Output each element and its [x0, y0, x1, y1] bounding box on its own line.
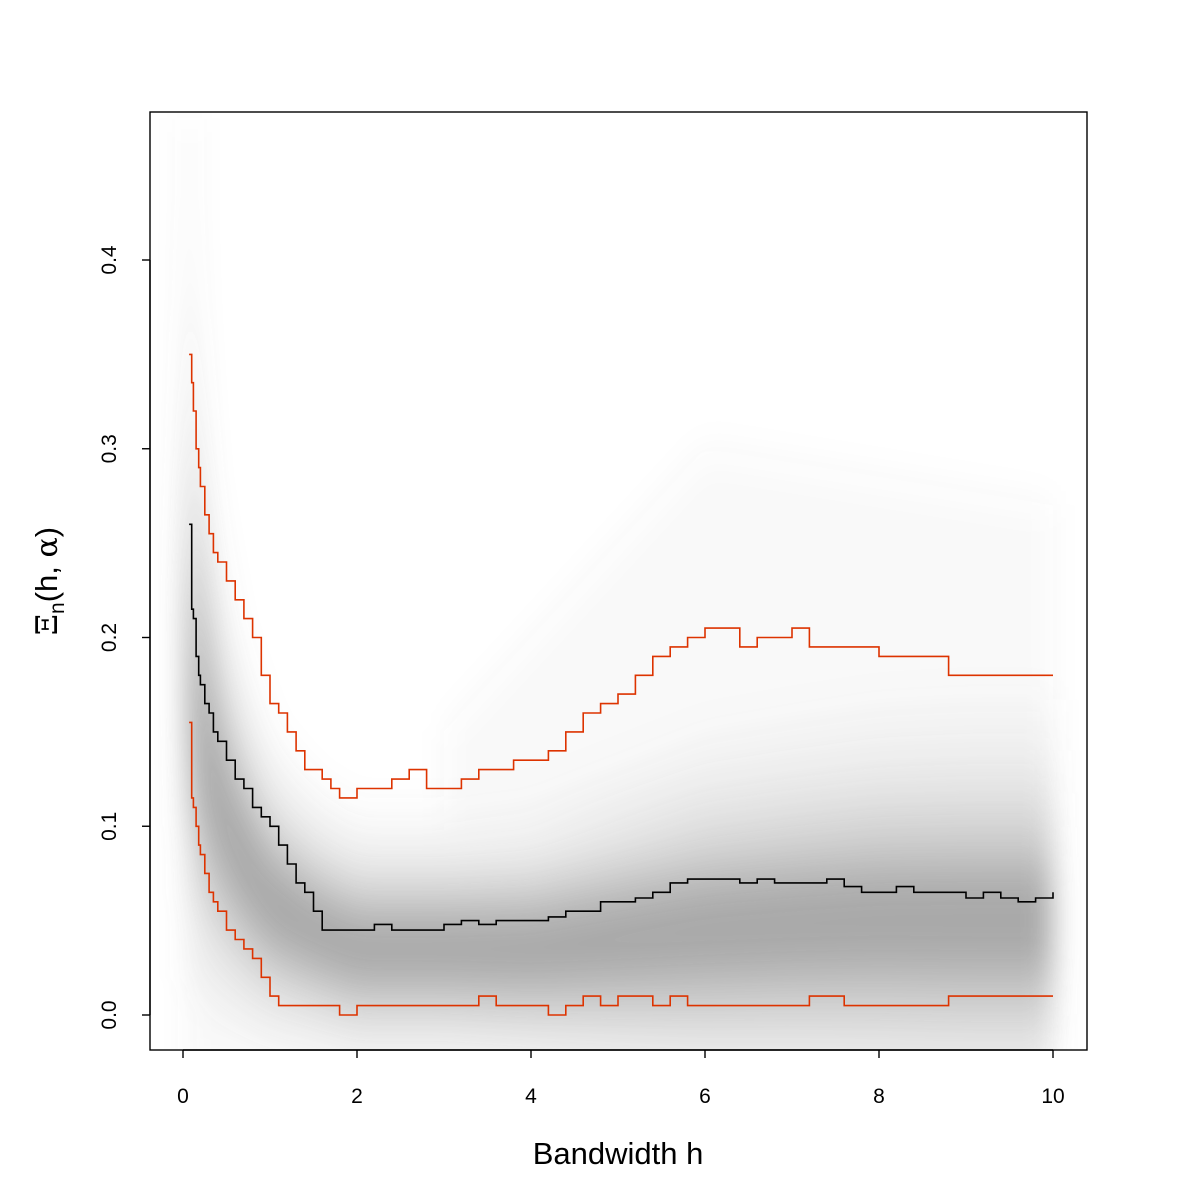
y-axis-title-arg1: h: [29, 575, 64, 592]
y-axis-title: Ξn(h, α): [29, 527, 69, 635]
y-tick-label: 0.1: [98, 812, 121, 841]
y-tick-label: 0.0: [98, 1000, 121, 1029]
series-lines: [189, 353, 1054, 1016]
density-haze: [444, 449, 1053, 827]
y-axis-title-subscript: n: [46, 602, 69, 614]
x-tick-label: 2: [351, 1085, 363, 1108]
density-band-4: [187, 510, 1054, 992]
x-tick-label: 0: [177, 1085, 189, 1108]
density-band-5: [187, 561, 1054, 975]
x-tick-label: 6: [699, 1085, 711, 1108]
median-line: [189, 523, 1054, 931]
lower-band-line: [189, 721, 1053, 1016]
x-tick-label: 4: [525, 1085, 537, 1108]
density-bands: [186, 118, 1054, 1050]
x-axis: 0 2 4 6 8 10: [177, 1049, 1065, 1108]
density-shading: [186, 118, 1054, 1050]
y-axis-title-close: ): [29, 527, 64, 537]
x-tick-label: 10: [1041, 1085, 1064, 1108]
y-axis-title-symbol: Ξ: [30, 614, 65, 635]
y-axis: 0.0 0.1 0.2 0.3 0.4: [98, 245, 151, 1030]
x-tick-label: 8: [873, 1085, 885, 1108]
x-axis-title: Bandwidth h: [533, 1136, 704, 1171]
upper-band-line: [189, 353, 1053, 799]
svg-text:Ξn(h, α): Ξn(h, α): [29, 527, 69, 635]
y-tick-label: 0.2: [98, 623, 121, 652]
y-tick-label: 0.4: [98, 245, 121, 275]
y-axis-title-comma: ,: [29, 557, 64, 574]
y-axis-title-arg2: α: [30, 537, 65, 557]
y-tick-label: 0.3: [98, 434, 121, 463]
y-axis-title-open: (: [29, 591, 64, 602]
density-spike: [186, 118, 193, 827]
